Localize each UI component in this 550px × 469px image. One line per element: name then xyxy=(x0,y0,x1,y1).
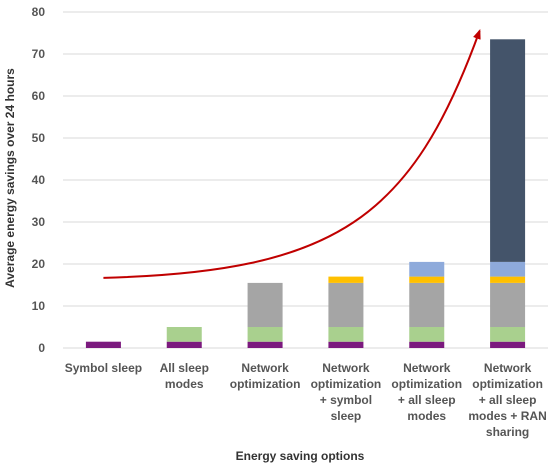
category-label-line: Symbol sleep xyxy=(65,361,142,375)
bar-segment xyxy=(247,327,283,342)
category-label-line: optimization xyxy=(230,377,301,391)
y-tick-label: 80 xyxy=(32,5,46,19)
x-axis-categories: Symbol sleep All sleep modes Network optimiz… xyxy=(65,361,547,439)
category-label-line: modes xyxy=(165,377,204,391)
bar-segment xyxy=(409,261,445,277)
bar-segment xyxy=(85,341,121,348)
category-label-line: sharing xyxy=(486,425,529,439)
bar-segment xyxy=(328,341,364,348)
bar-segment xyxy=(490,327,526,342)
category-label: Network optimization + all sleep modes + RA… xyxy=(468,361,546,439)
category-label-line: optimization xyxy=(472,377,543,391)
category-label-line: optimization xyxy=(391,377,462,391)
trend-arrow-layer xyxy=(103,29,481,279)
bar-segment xyxy=(409,327,445,342)
category-label-line: modes xyxy=(407,409,446,423)
category-label-line: Network xyxy=(241,361,289,375)
bar-segment xyxy=(166,341,202,348)
bar-segment xyxy=(490,39,526,262)
category-label: All sleep modes xyxy=(160,361,209,391)
bar-segment xyxy=(490,282,526,327)
category-label-line: sleep xyxy=(331,409,362,423)
bar-segment xyxy=(409,282,445,327)
category-label: Network optimization xyxy=(230,361,301,391)
y-tick-label: 10 xyxy=(32,299,46,313)
gridlines xyxy=(63,11,548,349)
category-label-line: Network xyxy=(484,361,532,375)
category-label: Network optimization + all sleep modes xyxy=(391,361,462,423)
bar-segment xyxy=(490,341,526,348)
y-axis-ticks: 0 10 20 30 40 50 60 70 80 xyxy=(32,5,46,355)
bar-segment xyxy=(166,327,202,342)
category-label-line: modes + RAN xyxy=(468,409,546,423)
category-label: Network optimization + symbol sleep xyxy=(311,361,382,423)
category-label-line: Network xyxy=(322,361,370,375)
y-tick-label: 70 xyxy=(32,47,46,61)
category-label-line: + symbol xyxy=(320,393,372,407)
x-axis-title: Energy saving options xyxy=(236,449,365,463)
y-tick-label: 0 xyxy=(38,341,45,355)
bar-segment xyxy=(409,276,445,283)
bar-segment xyxy=(328,276,364,283)
category-label-line: Network xyxy=(403,361,451,375)
bars xyxy=(85,39,526,348)
trend-arrow xyxy=(103,29,481,279)
y-tick-label: 50 xyxy=(32,131,46,145)
category-label: Symbol sleep xyxy=(65,361,142,375)
bar-segment xyxy=(409,341,445,348)
bar-segment xyxy=(247,282,283,327)
category-label-line: optimization xyxy=(311,377,382,391)
y-tick-label: 30 xyxy=(32,215,46,229)
category-label-line: + all sleep xyxy=(398,393,456,407)
y-tick-label: 40 xyxy=(32,173,46,187)
y-tick-label: 60 xyxy=(32,89,46,103)
bar-segment xyxy=(490,276,526,283)
bar-segment xyxy=(247,341,283,348)
bar-segment xyxy=(328,327,364,342)
category-label-line: + all sleep xyxy=(479,393,537,407)
category-label-line: All sleep xyxy=(160,361,209,375)
bar-segment xyxy=(328,282,364,327)
y-axis-title: Average energy savings over 24 hours xyxy=(3,68,17,288)
bar-segment xyxy=(490,261,526,277)
y-tick-label: 20 xyxy=(32,257,46,271)
